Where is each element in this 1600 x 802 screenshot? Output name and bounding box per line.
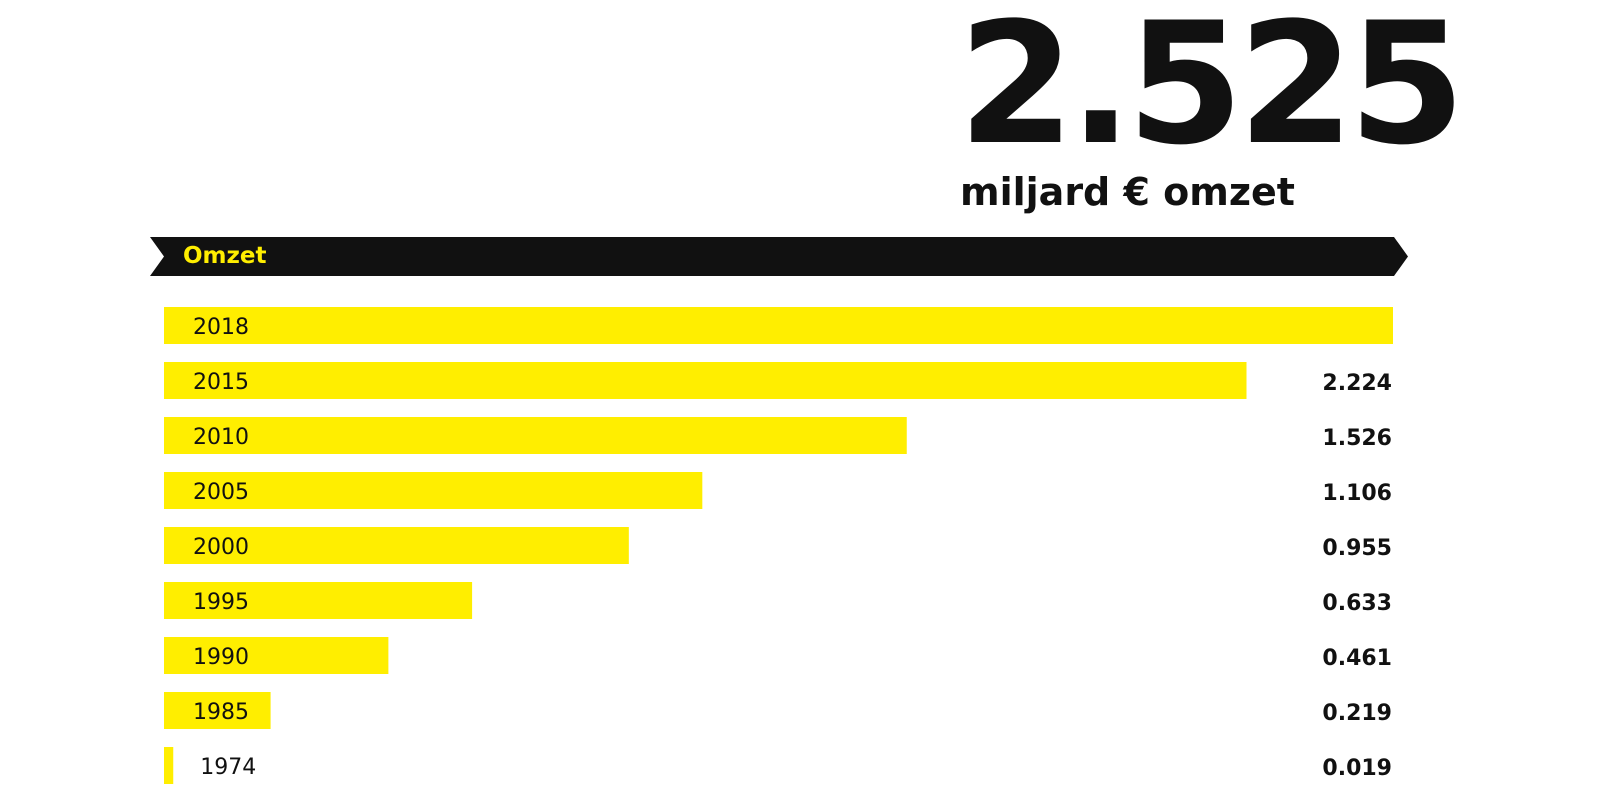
category-label-2005: 2005 [193, 480, 249, 505]
bar-2015 [164, 362, 1247, 399]
category-label-1974: 1974 [200, 755, 256, 780]
bar-1974 [164, 747, 174, 784]
bar-2018 [164, 307, 1393, 344]
value-label-2010: 1.526 [1322, 426, 1392, 451]
chart-banner [150, 237, 1408, 276]
value-label-1985: 0.219 [1322, 701, 1392, 726]
category-label-2010: 2010 [193, 425, 249, 450]
bar-2005 [164, 472, 703, 509]
category-label-1990: 1990 [193, 645, 249, 670]
category-label-2015: 2015 [193, 370, 249, 395]
bar-1995 [164, 582, 473, 619]
value-label-1974: 0.019 [1322, 756, 1392, 781]
value-label-1990: 0.461 [1322, 646, 1392, 671]
chart-title: Omzet [183, 243, 267, 269]
value-label-2005: 1.106 [1322, 481, 1392, 506]
category-label-2000: 2000 [193, 535, 249, 560]
bar-2010 [164, 417, 907, 454]
value-label-2015: 2.224 [1322, 371, 1392, 396]
value-label-2000: 0.955 [1322, 536, 1392, 561]
category-label-1985: 1985 [193, 700, 249, 725]
bar-2000 [164, 527, 629, 564]
category-label-1995: 1995 [193, 590, 249, 615]
headline-unit-label: miljard € omzet [960, 170, 1295, 214]
bar-1990 [164, 637, 389, 674]
headline-value: 2.525 [958, 0, 1465, 182]
value-label-1995: 0.633 [1322, 591, 1392, 616]
bar-1985 [164, 692, 271, 729]
category-label-2018: 2018 [193, 315, 249, 340]
